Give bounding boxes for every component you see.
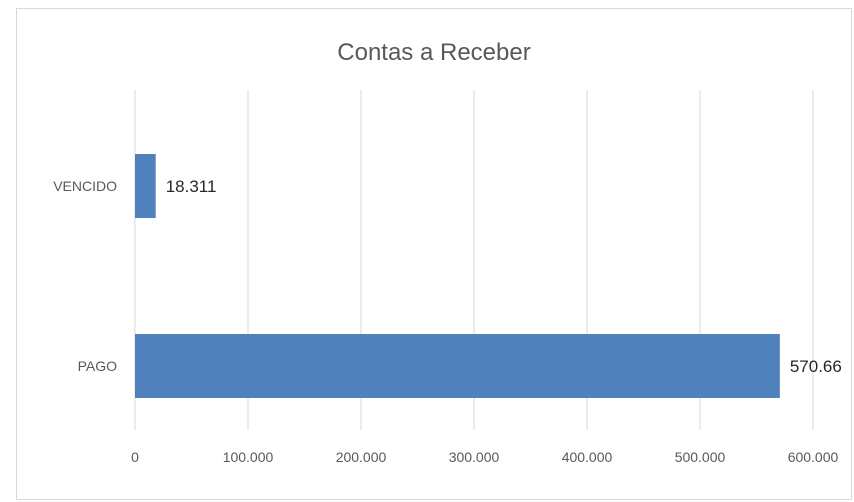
data-label-pago: 570.66 [790, 357, 842, 376]
x-tick-label: 100.000 [223, 449, 274, 465]
x-tick-label: 600.000 [788, 449, 839, 465]
x-tick-label: 500.000 [675, 449, 726, 465]
bar-pago [135, 334, 780, 398]
x-tick-label: 400.000 [562, 449, 613, 465]
category-label-vencido: VENCIDO [53, 178, 117, 194]
category-label-pago: PAGO [78, 358, 118, 374]
x-tick-label: 0 [131, 449, 139, 465]
chart-frame: Contas a Receber [16, 8, 852, 500]
bar-vencido [135, 154, 156, 218]
x-tick-label: 300.000 [449, 449, 500, 465]
x-tick-label: 200.000 [336, 449, 387, 465]
chart-title: Contas a Receber [337, 39, 531, 66]
data-label-vencido: 18.311 [166, 177, 217, 196]
